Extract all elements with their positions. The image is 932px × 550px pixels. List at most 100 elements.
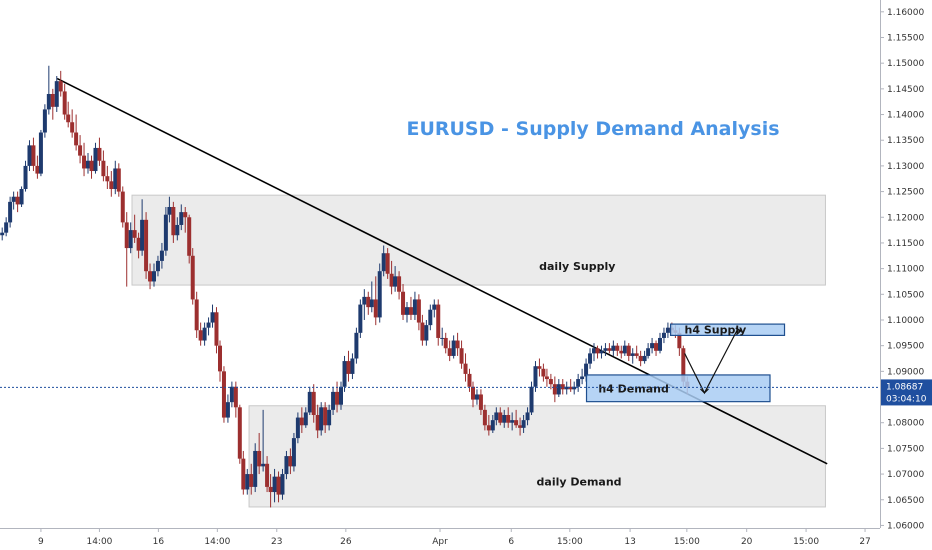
- candle-body: [284, 456, 289, 475]
- y-tick-label: 1.10500: [887, 290, 924, 300]
- x-tick-label: 14:00: [204, 537, 230, 547]
- candle-body: [62, 91, 67, 115]
- y-tick-label: 1.12500: [887, 188, 924, 198]
- candle-body: [665, 327, 670, 333]
- candle-body: [556, 384, 561, 395]
- candle-body: [661, 332, 666, 338]
- candle: [592, 343, 596, 362]
- candle: [8, 196, 13, 228]
- candle: [74, 114, 79, 151]
- candle: [537, 358, 542, 377]
- candle-body: [245, 474, 250, 490]
- candle-body: [93, 147, 98, 172]
- candle-body: [428, 309, 433, 326]
- candle: [214, 307, 219, 354]
- candle: [401, 284, 406, 320]
- candle-body: [82, 155, 87, 169]
- y-tick-label: 1.13500: [887, 136, 924, 146]
- candle: [498, 407, 503, 426]
- candle-body: [265, 463, 270, 487]
- candle: [66, 101, 71, 128]
- candle: [233, 381, 238, 418]
- time-axis-background: [0, 528, 932, 550]
- candle: [381, 245, 386, 277]
- candle: [221, 366, 226, 423]
- candle-body: [335, 391, 340, 405]
- candle-body: [440, 337, 445, 339]
- candle-body: [291, 438, 296, 467]
- candle-body: [471, 386, 475, 400]
- candle: [15, 191, 20, 213]
- candle: [237, 404, 242, 464]
- candle-body: [116, 168, 121, 192]
- price-axis-background: [880, 0, 932, 550]
- candle-body: [607, 348, 612, 351]
- x-tick-label: 9: [38, 537, 44, 547]
- candle: [82, 142, 87, 177]
- candle: [619, 345, 624, 359]
- candle: [202, 322, 207, 346]
- candle: [405, 302, 409, 323]
- candle-body: [412, 299, 417, 315]
- x-tick-label: 15:00: [674, 537, 700, 547]
- candle-body: [510, 420, 515, 423]
- candle: [89, 155, 94, 179]
- candle-body: [580, 376, 585, 380]
- zones-layer: daily Supply daily Demand: [131, 194, 826, 508]
- x-tick-label: 16: [153, 537, 165, 547]
- candle: [385, 248, 390, 279]
- candle-body: [323, 407, 328, 426]
- candle-body: [677, 332, 682, 349]
- h4-supply-zone: [669, 323, 786, 336]
- x-tick-label: 15:00: [557, 537, 583, 547]
- candle-body: [358, 304, 363, 333]
- candle-body: [4, 222, 9, 233]
- candle-body: [537, 366, 542, 369]
- candle: [190, 248, 195, 305]
- candle-body: [311, 391, 316, 416]
- candle: [502, 409, 507, 428]
- candle-body: [514, 420, 519, 426]
- candle-body: [541, 368, 546, 377]
- candle-body: [144, 219, 149, 272]
- candle-body: [381, 253, 386, 272]
- y-tick-label: 1.14000: [887, 111, 924, 121]
- candle: [467, 368, 472, 392]
- y-tick-label: 1.06500: [887, 496, 924, 506]
- candle: [148, 263, 153, 290]
- x-tick-label: 15:00: [793, 537, 819, 547]
- y-tick-label: 1.09000: [887, 367, 924, 377]
- candle: [319, 402, 324, 436]
- candle: [93, 142, 98, 174]
- candle: [373, 276, 378, 326]
- candle-body: [27, 145, 32, 166]
- candle-body: [650, 343, 655, 349]
- candle-body: [23, 165, 28, 190]
- candle-body: [385, 253, 390, 274]
- candles-layer: [0, 65, 690, 508]
- candle: [31, 137, 36, 172]
- candle: [11, 191, 16, 210]
- candle-body: [502, 415, 507, 423]
- candle: [572, 381, 577, 395]
- candle: [521, 415, 526, 433]
- candle: [288, 448, 293, 475]
- candle-body: [35, 165, 40, 174]
- candle: [588, 348, 593, 369]
- candle-body: [74, 132, 79, 146]
- candle-body: [482, 409, 487, 426]
- candle: [428, 304, 433, 331]
- candle: [615, 343, 620, 356]
- candle: [331, 386, 336, 416]
- candle: [241, 450, 246, 495]
- candle: [152, 263, 156, 287]
- candle: [518, 417, 523, 436]
- y-tick-label: 1.15500: [887, 33, 924, 43]
- candle-body: [187, 217, 192, 256]
- candle: [339, 381, 343, 410]
- candle-body: [568, 386, 573, 390]
- projection-arrowhead: [735, 327, 743, 336]
- projection-arrow: [684, 330, 742, 395]
